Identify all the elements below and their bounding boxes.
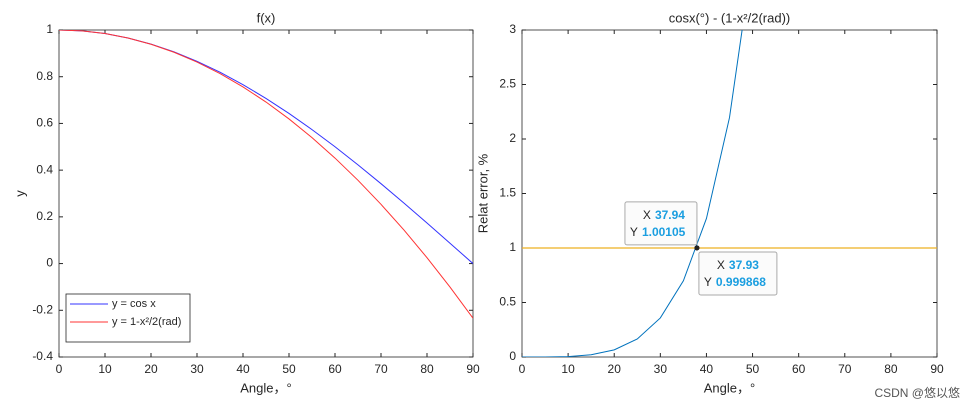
y-axis-label: Relat error, % [475, 153, 490, 233]
datatip-point [694, 245, 700, 251]
y-tick-label: -0.4 [32, 349, 53, 363]
x-axis-label: Angle，° [704, 380, 755, 395]
y-tick-label: 0 [509, 349, 516, 363]
line-series [522, 30, 743, 357]
x-tick-label: 0 [56, 362, 63, 376]
legend-label: y = 1-x²/2(rad) [112, 316, 181, 328]
x-tick-label: 10 [561, 362, 575, 376]
x-tick-label: 30 [654, 362, 668, 376]
line-series [59, 30, 473, 319]
axes: f(x)Angle，°y0 10 20 30 40 50 60 70 80 90-0.4-0.20… [12, 10, 480, 395]
legend-box [65, 293, 191, 343]
x-tick-label: 40 [700, 362, 714, 376]
plot-area [521, 29, 938, 358]
legend-label: y = cos x [112, 298, 156, 310]
datatip-x-value: 37.94 [655, 208, 685, 222]
chart-title: f(x) [257, 10, 276, 25]
y-tick-label: 0.4 [36, 162, 53, 176]
x-tick-label: 20 [144, 362, 158, 376]
datatip-box [698, 251, 778, 296]
axes: cosx(°) - (1-x²/2(rad)) Angle，° Relat erro… [475, 10, 944, 395]
x-tick-label: 50 [746, 362, 760, 376]
x-tick-label: 30 [190, 362, 204, 376]
datatip-y-value: 1.00105 [642, 225, 686, 239]
y-tick-label: 1 [46, 22, 53, 36]
y-tick-label: 0 [46, 256, 53, 270]
x-axis-label: Angle，° [240, 380, 291, 395]
x-tick-label: 70 [374, 362, 388, 376]
x-tick-label: 90 [930, 362, 944, 376]
x-tick-label: 80 [420, 362, 434, 376]
y-tick-label: 2 [509, 131, 516, 145]
x-tick-label: 70 [838, 362, 852, 376]
chart-title: cosx(°) - (1-x²/2(rad)) [669, 10, 790, 25]
x-tick-label: 50 [282, 362, 296, 376]
y-tick-label: -0.2 [32, 302, 53, 316]
x-tick-label: 80 [884, 362, 898, 376]
x-tick-label: 60 [328, 362, 342, 376]
datatip-x-value: 37.93 [729, 258, 759, 272]
y-tick-label: 0.8 [36, 69, 53, 83]
x-tick-label: 40 [236, 362, 250, 376]
x-tick-label: 60 [792, 362, 806, 376]
y-tick-label: 0.2 [36, 209, 53, 223]
datatip-y-label: Y [630, 225, 638, 239]
y-tick-label: 0.6 [36, 116, 53, 130]
y-tick-label: 2.5 [499, 77, 516, 91]
datatip-y-label: Y [704, 275, 712, 289]
datatip-box [624, 201, 698, 246]
y-tick-label: 1 [509, 240, 516, 254]
y-tick-label: 3 [509, 22, 516, 36]
x-tick-label: 90 [466, 362, 480, 376]
datatip-x-label: X [717, 258, 725, 272]
watermark: CSDN @悠以悠 [874, 385, 960, 400]
y-tick-label: 1.5 [499, 186, 516, 200]
y-tick-label: 0.5 [499, 295, 516, 309]
x-tick-label: 0 [519, 362, 526, 376]
y-axis-label: y [12, 190, 27, 197]
x-tick-label: 20 [608, 362, 622, 376]
datatip-y-value: 0.999868 [716, 275, 766, 289]
datatip-x-label: X [643, 208, 651, 222]
x-tick-label: 10 [98, 362, 112, 376]
